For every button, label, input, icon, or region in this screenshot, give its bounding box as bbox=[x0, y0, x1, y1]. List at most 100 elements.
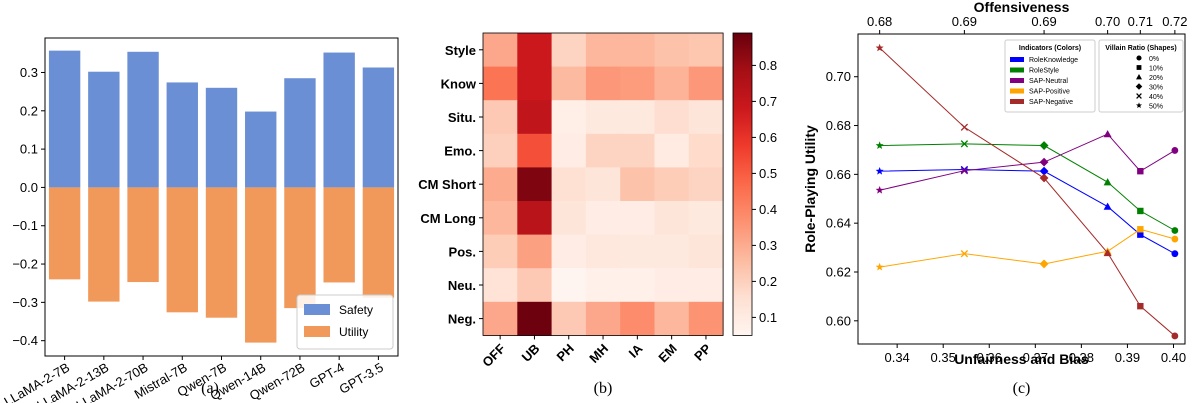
top-xtick-label-3: 0.70 bbox=[1095, 14, 1120, 29]
colorbar-tick-label-0: 0.1 bbox=[759, 310, 777, 325]
point-3-1 bbox=[960, 250, 969, 258]
bar-utility-2 bbox=[127, 187, 159, 283]
heat-cell-6-6 bbox=[688, 234, 724, 269]
top-xtick-label-2: 0.69 bbox=[1031, 14, 1056, 29]
heat-cell-0-2 bbox=[551, 33, 587, 68]
point-1-5 bbox=[1171, 227, 1179, 234]
point-3-5 bbox=[1171, 235, 1179, 243]
xtick-label-c-0: 0.34 bbox=[884, 350, 909, 365]
heat-cell-8-0 bbox=[483, 301, 518, 336]
legend-color-swatch-2 bbox=[1010, 78, 1024, 83]
point-3-0 bbox=[875, 262, 884, 271]
point-0-0 bbox=[875, 166, 884, 175]
point-0-2 bbox=[1039, 166, 1049, 176]
point-4-2 bbox=[1039, 173, 1049, 183]
axes-frame-c bbox=[857, 33, 1186, 345]
legend-shapes-title: Villain Ratio (Shapes) bbox=[1105, 45, 1176, 52]
top-xtick-label-4: 0.71 bbox=[1128, 14, 1153, 29]
xtick-label-c-1: 0.35 bbox=[931, 350, 956, 365]
panel-a-bar-chart: −0.4−0.3−0.2−0.10.00.10.20.3LLaMA-2-7BLL… bbox=[1, 37, 399, 403]
point-1-1 bbox=[960, 140, 969, 148]
legend-label-a-0: Safety bbox=[339, 303, 373, 317]
point-0-5 bbox=[1171, 250, 1179, 258]
heat-cell-2-3 bbox=[585, 100, 621, 135]
heat-cell-8-3 bbox=[585, 301, 621, 336]
heat-cell-4-6 bbox=[688, 167, 724, 202]
col-label-5: EM bbox=[655, 341, 679, 365]
ytick-label-a-2: −0.2 bbox=[12, 257, 38, 272]
ytick-label-c-3: 0.66 bbox=[826, 167, 851, 182]
heat-cell-3-5 bbox=[654, 133, 690, 168]
legend-swatch-a-1 bbox=[304, 326, 330, 337]
heat-cell-7-0 bbox=[483, 268, 518, 303]
xtick-label-c-2: 0.36 bbox=[977, 350, 1002, 365]
series-line-1 bbox=[879, 143, 1176, 231]
heat-cell-4-0 bbox=[483, 167, 518, 202]
heat-cell-2-5 bbox=[654, 100, 690, 135]
bar-safety-2 bbox=[127, 51, 159, 188]
heat-cell-8-6 bbox=[688, 301, 724, 336]
ytick-label-a-6: 0.2 bbox=[20, 103, 38, 118]
point-4-3 bbox=[1103, 248, 1112, 257]
heat-cell-1-1 bbox=[517, 66, 553, 101]
row-label-1: Know bbox=[441, 76, 477, 91]
legend-shape-label-2: 20% bbox=[1149, 75, 1163, 82]
heat-cell-5-1 bbox=[517, 201, 553, 236]
heat-cell-6-1 bbox=[517, 234, 553, 269]
heat-cell-4-5 bbox=[654, 167, 690, 202]
point-2-0 bbox=[875, 186, 884, 194]
ytick-label-a-1: −0.3 bbox=[12, 295, 38, 310]
xtick-label-c-3: 0.37 bbox=[1023, 350, 1048, 365]
heat-cell-6-0 bbox=[483, 234, 518, 269]
bar-utility-8 bbox=[362, 187, 395, 298]
col-label-0: OFF bbox=[479, 341, 508, 370]
legend-swatch-a-0 bbox=[304, 304, 330, 315]
heat-cell-5-6 bbox=[688, 201, 724, 236]
top-xlabel-c: Offensiveness bbox=[974, 0, 1070, 15]
row-label-4: CM Short bbox=[418, 177, 476, 192]
legend-shape-marker-5 bbox=[1136, 102, 1142, 109]
heat-cell-7-5 bbox=[654, 268, 690, 303]
point-4-5 bbox=[1171, 332, 1179, 340]
point-2-1 bbox=[960, 167, 969, 175]
series-line-2 bbox=[879, 133, 1176, 191]
point-4-1 bbox=[960, 123, 969, 131]
heat-cell-2-0 bbox=[483, 100, 518, 135]
heat-cell-0-4 bbox=[620, 33, 655, 68]
legend-shape-marker-3 bbox=[1135, 83, 1143, 90]
panel-c-line-chart: 0.60 0.62 0.64 0.66 0.68 0.70 0.34 0.35 0.36 0.37… bbox=[802, 0, 1188, 397]
colorbar-tick-label-6: 0.7 bbox=[759, 94, 777, 109]
ytick-label-c-0: 0.60 bbox=[826, 313, 851, 328]
heat-cell-8-4 bbox=[620, 301, 655, 336]
heat-cell-0-1 bbox=[517, 33, 553, 68]
colorbar bbox=[732, 32, 753, 336]
bar-safety-8 bbox=[362, 67, 395, 188]
heat-cell-0-0 bbox=[483, 33, 518, 68]
legend-color-label-3: SAP-Positive bbox=[1029, 89, 1070, 96]
heat-cell-6-4 bbox=[620, 234, 655, 269]
series-line-3 bbox=[879, 228, 1176, 268]
point-2-3 bbox=[1103, 130, 1112, 138]
legend-color-swatch-0 bbox=[1010, 57, 1024, 62]
heat-cell-0-3 bbox=[585, 33, 621, 68]
point-1-2 bbox=[1039, 141, 1049, 150]
legend-shape-label-0: 0% bbox=[1149, 56, 1159, 63]
xtick-label-c-6: 0.40 bbox=[1161, 350, 1186, 365]
legend-shape-label-1: 10% bbox=[1149, 66, 1163, 73]
heat-cell-7-1 bbox=[517, 268, 553, 303]
heat-cell-4-1 bbox=[517, 167, 553, 202]
bar-utility-7 bbox=[323, 187, 355, 283]
col-label-3: MH bbox=[586, 341, 611, 366]
heat-cell-0-6 bbox=[688, 33, 724, 68]
series-line-4 bbox=[879, 47, 1176, 337]
heat-cell-5-0 bbox=[483, 201, 518, 236]
point-2-4 bbox=[1137, 167, 1144, 175]
row-label-5: CM Long bbox=[420, 211, 476, 226]
point-2-5 bbox=[1171, 147, 1179, 154]
point-0-4 bbox=[1137, 231, 1144, 238]
ytick-label-c-5: 0.70 bbox=[826, 69, 851, 84]
bar-safety-1 bbox=[88, 71, 120, 188]
heat-cell-4-3 bbox=[585, 167, 621, 202]
heat-cell-2-2 bbox=[551, 100, 587, 135]
